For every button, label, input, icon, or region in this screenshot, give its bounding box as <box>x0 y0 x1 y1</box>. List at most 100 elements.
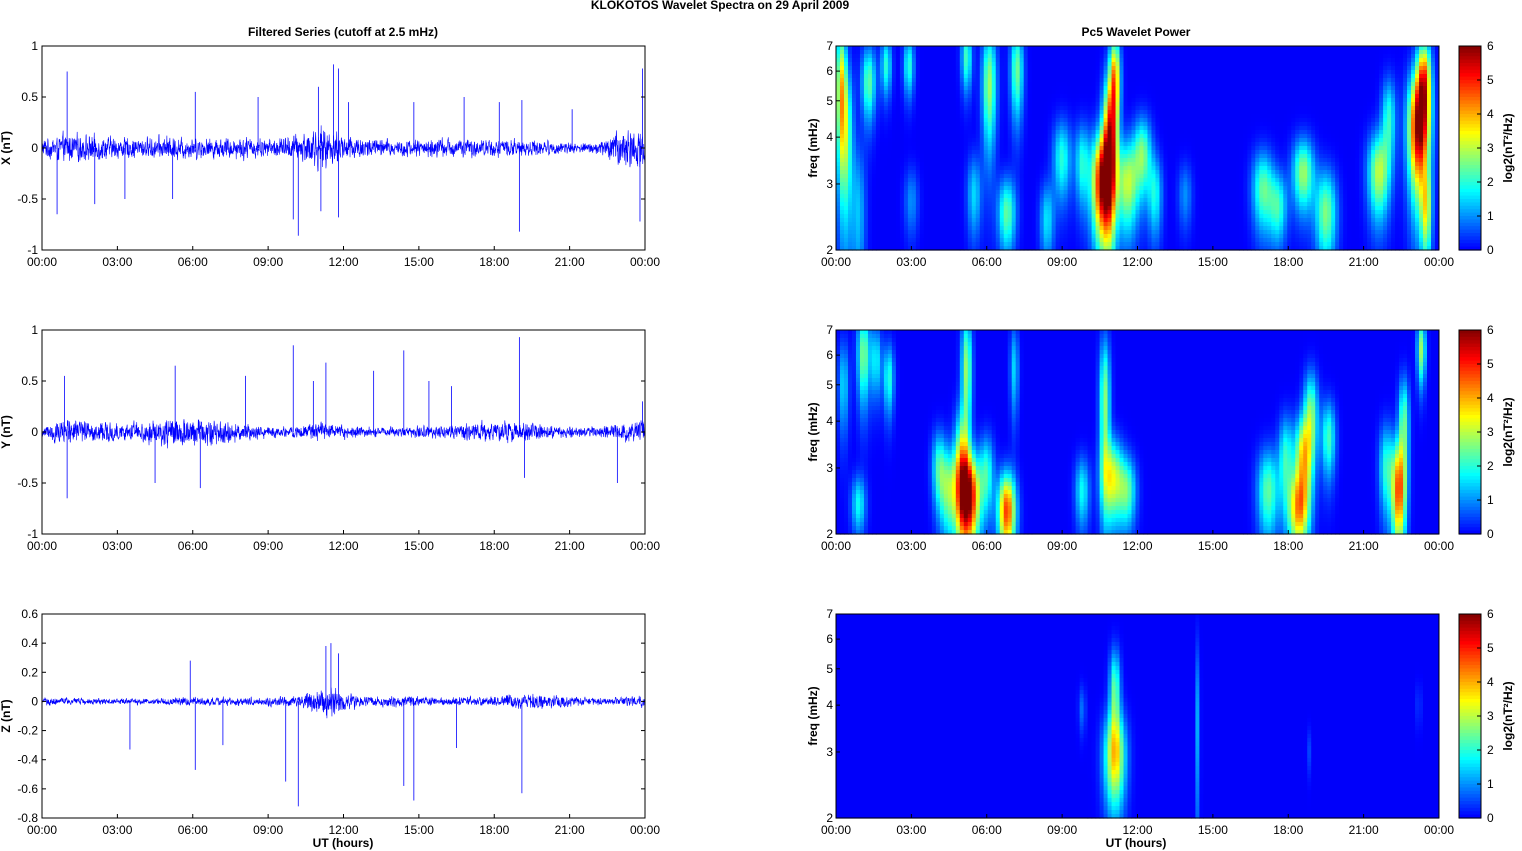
heatmap-cells <box>836 330 1439 535</box>
colorbar-segment <box>1459 489 1481 494</box>
y-tick-label: 7 <box>826 323 833 337</box>
colorbar-segment <box>1459 496 1481 501</box>
x-tick-label: 00:00 <box>1424 539 1454 553</box>
colorbar: 6 5 4 3 2 1 0 log2(nT²/Hz) <box>1458 607 1515 825</box>
colorbar-tick-label: 1 <box>1487 777 1494 791</box>
colorbar-segment <box>1459 384 1481 389</box>
colorbar-segment <box>1459 134 1481 139</box>
colorbar-tick-label: 5 <box>1487 641 1494 655</box>
colorbar-segment <box>1459 141 1481 146</box>
plot-background <box>42 614 645 818</box>
x-tick-label: 09:00 <box>253 539 283 553</box>
colorbar-segment <box>1459 733 1481 737</box>
x-tick-label: 06:00 <box>178 255 208 269</box>
colorbar-segment <box>1459 387 1481 392</box>
colorbar-segment <box>1459 483 1481 487</box>
x-tick-label: 15:00 <box>404 823 434 837</box>
y-tick-label: 6 <box>826 348 833 362</box>
right-column-title: Pc5 Wavelet Power <box>1082 25 1191 39</box>
colorbar-segment <box>1459 168 1481 173</box>
colorbar-tick-label: 2 <box>1487 175 1494 189</box>
colorbar-segment <box>1459 620 1481 625</box>
colorbar-segment <box>1459 205 1481 210</box>
colorbar-segment <box>1459 637 1481 642</box>
colorbar-segment <box>1459 222 1481 227</box>
x-tick-label: 03:00 <box>102 255 132 269</box>
colorbar-segment <box>1459 233 1481 237</box>
colorbar-tick-label: 0 <box>1487 811 1494 825</box>
colorbar-segment <box>1459 804 1481 809</box>
y-tick-label: 4 <box>826 414 833 428</box>
colorbar-segment <box>1459 336 1481 341</box>
colorbar-segment <box>1459 114 1481 118</box>
colorbar-segment <box>1459 161 1481 166</box>
colorbar-segment <box>1459 614 1481 618</box>
x-tick-label: 00:00 <box>821 255 851 269</box>
colorbar-tick-label: 5 <box>1487 73 1494 87</box>
y-axis-label: Y (nT) <box>0 415 13 449</box>
colorbar-segment <box>1459 654 1481 659</box>
x-tick-label: 06:00 <box>178 823 208 837</box>
x-tick-label: 03:00 <box>896 255 926 269</box>
colorbar-segment <box>1459 370 1481 375</box>
colorbar-tick-label: 0 <box>1487 527 1494 541</box>
heatmap-cells <box>836 614 1439 819</box>
colorbar-segment <box>1459 651 1481 656</box>
colorbar-segment <box>1459 229 1481 234</box>
colorbar-tick-label: 4 <box>1487 391 1494 405</box>
colorbar-segment <box>1459 746 1481 751</box>
colorbar-segment <box>1459 110 1481 115</box>
x-tick-label: 03:00 <box>102 823 132 837</box>
x-tick-label: 18:00 <box>1273 539 1303 553</box>
colorbar-segment <box>1459 432 1481 436</box>
y-axis-label: Z (nT) <box>0 699 13 732</box>
timeseries-y: 1 0.5 0 -0.5 -1 Y (nT) <box>0 323 646 541</box>
colorbar-segment <box>1459 144 1481 149</box>
y-tick-label: -0.4 <box>17 753 38 767</box>
colorbar-segment <box>1459 648 1481 652</box>
colorbar-segment <box>1459 668 1481 673</box>
colorbar-segment <box>1459 100 1481 105</box>
colorbar-segment <box>1459 624 1481 629</box>
colorbar-segment <box>1459 641 1481 646</box>
colorbar-segment <box>1459 678 1481 683</box>
colorbar: 6 5 4 3 2 1 0 log2(nT²/Hz) <box>1458 323 1515 541</box>
colorbar-segment <box>1459 83 1481 88</box>
y-tick-label: 1 <box>31 39 38 53</box>
left-column-title: Filtered Series (cutoff at 2.5 mHz) <box>248 25 438 39</box>
x-tick-label: 15:00 <box>404 539 434 553</box>
colorbar-segment <box>1459 794 1481 799</box>
colorbar-segment <box>1459 530 1481 535</box>
colorbar-segment <box>1459 469 1481 474</box>
colorbar-segment <box>1459 59 1481 64</box>
colorbar-segment <box>1459 165 1481 169</box>
x-tick-label: 03:00 <box>896 823 926 837</box>
x-tick-label: 18:00 <box>479 539 509 553</box>
colorbar-segment <box>1459 699 1481 703</box>
colorbar-segment <box>1459 404 1481 409</box>
colorbar-segment <box>1459 411 1481 416</box>
y-tick-label: 0 <box>31 694 38 708</box>
wavelet-z: 7 6 5 4 3 2 freq (mHz) 6 5 4 3 2 1 0 log2(nT²/Hz) <box>806 607 1515 825</box>
x-tick-label: 12:00 <box>328 823 358 837</box>
x-tick-label: 21:00 <box>1349 255 1379 269</box>
colorbar-segment <box>1459 438 1481 443</box>
colorbar-segment <box>1459 449 1481 453</box>
colorbar-segment <box>1459 219 1481 224</box>
heatmap-cells <box>836 46 1439 251</box>
colorbar-segment <box>1459 661 1481 666</box>
y-tick-label: 2 <box>826 243 833 257</box>
colorbar-segment <box>1459 445 1481 450</box>
x-tick-label: 09:00 <box>253 823 283 837</box>
right-xlabel: UT (hours) <box>1106 836 1167 850</box>
colorbar-segment <box>1459 787 1481 792</box>
colorbar-segment <box>1459 97 1481 101</box>
y-tick-label: -1 <box>27 527 38 541</box>
left-xlabel: UT (hours) <box>313 836 374 850</box>
colorbar-segment <box>1459 199 1481 203</box>
colorbar-segment <box>1459 671 1481 676</box>
x-tick-label: 00:00 <box>1424 255 1454 269</box>
colorbar-segment <box>1459 209 1481 214</box>
colorbar-segment <box>1459 415 1481 419</box>
x-tick-label: 00:00 <box>821 823 851 837</box>
